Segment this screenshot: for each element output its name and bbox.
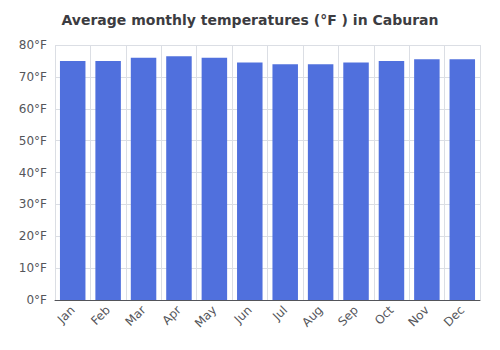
- svg-text:0°F: 0°F: [26, 293, 47, 307]
- svg-text:Aug: Aug: [299, 303, 325, 329]
- svg-text:60°F: 60°F: [19, 102, 47, 116]
- svg-text:Jun: Jun: [231, 303, 255, 327]
- svg-text:10°F: 10°F: [19, 261, 47, 275]
- svg-text:Feb: Feb: [88, 303, 113, 328]
- svg-text:Nov: Nov: [405, 303, 431, 329]
- svg-text:Oct: Oct: [372, 303, 397, 328]
- svg-text:40°F: 40°F: [19, 166, 47, 180]
- svg-text:50°F: 50°F: [19, 134, 47, 148]
- svg-text:Jul: Jul: [269, 303, 290, 324]
- svg-text:Mar: Mar: [123, 303, 149, 329]
- svg-text:Apr: Apr: [159, 303, 184, 328]
- svg-text:80°F: 80°F: [19, 38, 47, 52]
- svg-text:Jan: Jan: [54, 303, 78, 327]
- svg-text:20°F: 20°F: [19, 229, 47, 243]
- svg-text:30°F: 30°F: [19, 197, 47, 211]
- svg-text:Average monthly temperatures (: Average monthly temperatures (°F ) in Ca…: [61, 12, 438, 28]
- svg-text:70°F: 70°F: [19, 70, 47, 84]
- svg-text:Sep: Sep: [335, 303, 361, 329]
- svg-text:Dec: Dec: [441, 303, 467, 329]
- svg-text:May: May: [192, 303, 219, 330]
